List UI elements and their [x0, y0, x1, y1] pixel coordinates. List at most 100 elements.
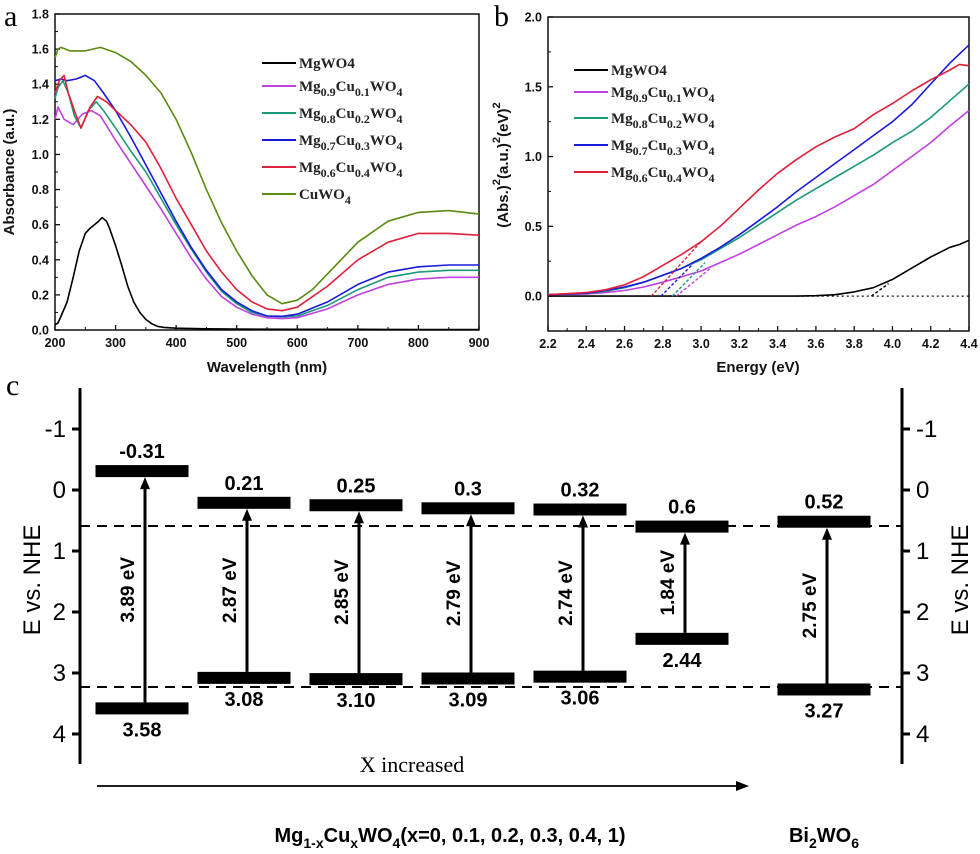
tangent-line-Mg0.7Cu0.3WO4 — [660, 264, 693, 297]
band-gap-label: 2.79 eV — [444, 560, 465, 626]
series-line-Mg0.9Cu0.1WO4 — [547, 109, 970, 296]
text-run: WO — [682, 165, 709, 181]
valence-band-value: 3.06 — [561, 688, 600, 710]
valence-band-bar — [309, 673, 403, 686]
text-run: Mg — [611, 165, 633, 181]
x-tick-label: 2.4 — [578, 337, 595, 351]
subscript: 4 — [709, 171, 715, 185]
subscript: 0.7 — [321, 139, 336, 153]
text-run: WO — [358, 825, 392, 847]
right-y-tick-label: 1 — [916, 538, 929, 565]
subscript: 0.8 — [633, 117, 648, 131]
valence-band-value: 2.44 — [663, 650, 703, 672]
text-run: Mg — [611, 138, 633, 154]
arrowhead-icon — [822, 527, 832, 540]
series-line-CuWO4 — [54, 46, 480, 305]
subscript: 4 — [397, 112, 403, 126]
band-gap-label: 2.87 eV — [220, 557, 241, 623]
series-line-Mg0.9Cu0.1WO4 — [54, 106, 479, 320]
legend-label: Mg0.7Cu0.3WO4 — [611, 138, 715, 158]
text-run: Mg — [299, 106, 321, 122]
legend-label: Mg0.6Cu0.4WO4 — [299, 160, 403, 180]
legend-label: Mg0.9Cu0.1WO4 — [611, 85, 715, 105]
panel-label-b: b — [494, 0, 509, 33]
composition-label: Mg1-xCuxWO4(x=0, 0.1, 0.2, 0.3, 0.4, 1) — [275, 825, 626, 851]
arrowhead-icon — [354, 511, 364, 524]
y-tick-label: 1.0 — [32, 148, 49, 162]
series-line-MgWO4 — [548, 239, 970, 297]
x-tick-label: 400 — [166, 336, 187, 350]
subscript: 2 — [809, 835, 817, 851]
x-tick-label: 3.0 — [692, 337, 709, 351]
panel-c-band-diagram: -1 -1 0 0 1 1 2 2 3 3 4 4 -0.31 3.58 3.89 eV 0.21 3.08 2.… — [45, 388, 937, 851]
x-tick-label: 600 — [287, 336, 308, 350]
text-run: Mg — [275, 825, 304, 847]
text-run: MgWO4 — [611, 63, 667, 79]
subscript: 0.1 — [667, 91, 682, 105]
panel-b-xlabel: Energy (eV) — [716, 359, 799, 376]
x-tick-label: 200 — [45, 336, 66, 350]
right-y-tick-label: 0 — [916, 477, 929, 504]
x-tick-label: 4.0 — [884, 337, 901, 351]
x-tick-label: 300 — [105, 336, 126, 350]
text-run: Mg — [299, 160, 321, 176]
subscript: 6 — [851, 835, 859, 851]
y-tick-label: 1.6 — [32, 43, 49, 57]
text-run: WO — [682, 138, 709, 154]
text-run: Mg — [611, 85, 633, 101]
band-gap-label: 1.84 eV — [658, 550, 679, 616]
valence-band-bar — [533, 670, 627, 683]
y-tick-label: 1.8 — [32, 8, 49, 22]
right-y-tick-label: 3 — [916, 660, 929, 687]
text-run: WO — [370, 106, 397, 122]
conduction-band-value: 0.25 — [337, 475, 376, 497]
arrowhead-icon — [242, 508, 252, 521]
arrowhead-icon — [140, 477, 150, 490]
x-tick-label: 500 — [226, 336, 247, 350]
x-tick-label: 4.4 — [960, 337, 977, 351]
valence-band-bar — [95, 702, 189, 715]
legend-label: Mg0.7Cu0.3WO4 — [299, 133, 403, 153]
series-line-Mg0.7Cu0.3WO4 — [547, 44, 970, 296]
text-run: CuWO — [299, 187, 345, 203]
valence-band-bar — [635, 632, 729, 645]
arrowhead-icon — [680, 532, 690, 545]
conduction-band-bar — [95, 465, 189, 478]
band-gap-label: 2.85 eV — [332, 559, 353, 625]
y-tick-label: 0.2 — [32, 288, 49, 302]
conduction-band-value: 0.6 — [668, 497, 696, 519]
subscript: 4 — [397, 139, 403, 153]
text-run: WO — [682, 85, 709, 101]
subscript: 0.4 — [667, 171, 682, 185]
text-run: Bi — [789, 825, 809, 847]
subscript: 0.2 — [667, 117, 682, 131]
left-y-tick-label: 1 — [53, 538, 66, 565]
arrowhead-icon — [736, 781, 749, 791]
text-run: Cu — [648, 111, 667, 127]
conduction-band-value: 0.3 — [454, 478, 482, 500]
x-tick-label: 2.2 — [539, 337, 556, 351]
band-gap-label: 2.75 eV — [800, 573, 821, 639]
conduction-band-bar — [421, 502, 515, 515]
text-run: (Abs.) — [495, 185, 512, 228]
subscript: x — [350, 835, 358, 851]
valence-band-value: 3.09 — [449, 689, 488, 711]
text-run: Cu — [336, 160, 355, 176]
text-run: Cu — [648, 165, 667, 181]
tangent-line-Mg0.9Cu0.1WO4 — [675, 267, 712, 297]
panel-c-ylabel-left: E vs. NHE — [19, 525, 46, 636]
legend-label: Mg0.9Cu0.1WO4 — [299, 79, 403, 99]
superscript: 2 — [491, 179, 503, 185]
subscript: 0.9 — [633, 91, 648, 105]
legend-label: MgWO4 — [611, 63, 667, 79]
panel-a-xlabel: Wavelength (nm) — [207, 359, 327, 376]
text-run: WO — [370, 160, 397, 176]
text-run: (x=0, 0.1, 0.2, 0.3, 0.4, 1) — [400, 825, 625, 847]
y-tick-label: 1.0 — [525, 150, 542, 164]
conduction-band-bar — [533, 503, 627, 516]
left-y-tick-label: -1 — [45, 416, 66, 443]
arrowhead-icon — [466, 514, 476, 527]
y-tick-label: 0.8 — [32, 183, 49, 197]
conduction-band-bar — [197, 496, 291, 509]
